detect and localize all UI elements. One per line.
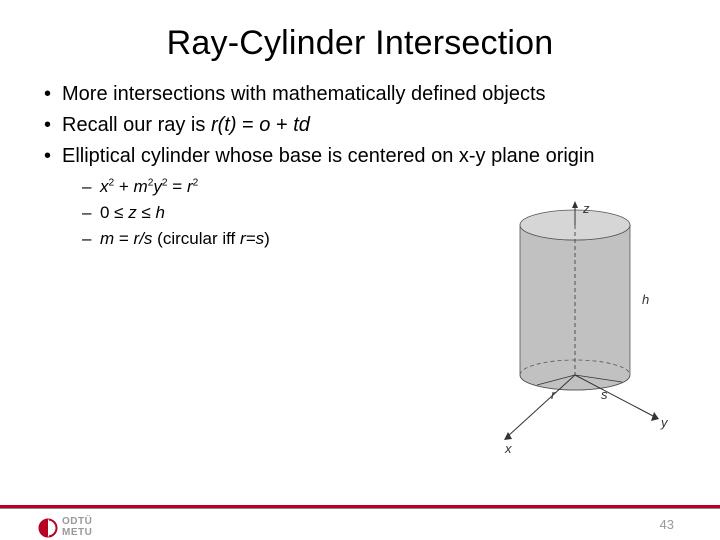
subbullet-text: x2 + m2y2 = r2: [100, 177, 198, 196]
svg-text:y: y: [660, 415, 669, 430]
slide: Ray-Cylinder Intersection More intersect…: [0, 0, 720, 540]
svg-text:z: z: [582, 201, 590, 216]
svg-text:s: s: [601, 387, 608, 402]
subbullet-text: m = r/s (circular iff r=s): [100, 229, 270, 248]
footer-logo: ODTÜ METU: [38, 517, 92, 538]
svg-text:x: x: [504, 441, 512, 456]
logo-line1: ODTÜ: [62, 517, 92, 528]
bullet-text: Elliptical cylinder whose base is center…: [62, 145, 595, 167]
bullet-text: Recall our ray is r(t) = o + td: [62, 114, 310, 136]
page-number: 43: [660, 517, 674, 532]
cylinder-svg: z h r s x y: [470, 200, 680, 480]
footer-divider: [0, 505, 720, 508]
logo-line2: METU: [62, 528, 92, 539]
logo-text: ODTÜ METU: [62, 517, 92, 538]
subbullet-text: 0 ≤ z ≤ h: [100, 203, 165, 222]
svg-text:r: r: [551, 387, 556, 402]
cylinder-figure: z h r s x y: [470, 200, 680, 480]
bullet-item: More intersections with mathematically d…: [44, 81, 690, 108]
bullet-item: Recall our ray is r(t) = o + td: [44, 112, 690, 139]
bullet-text: More intersections with mathematically d…: [62, 83, 546, 105]
slide-title: Ray-Cylinder Intersection: [0, 0, 720, 81]
subbullet-item: x2 + m2y2 = r2: [82, 176, 690, 199]
svg-text:h: h: [642, 292, 649, 307]
logo-mark-icon: [38, 518, 58, 538]
